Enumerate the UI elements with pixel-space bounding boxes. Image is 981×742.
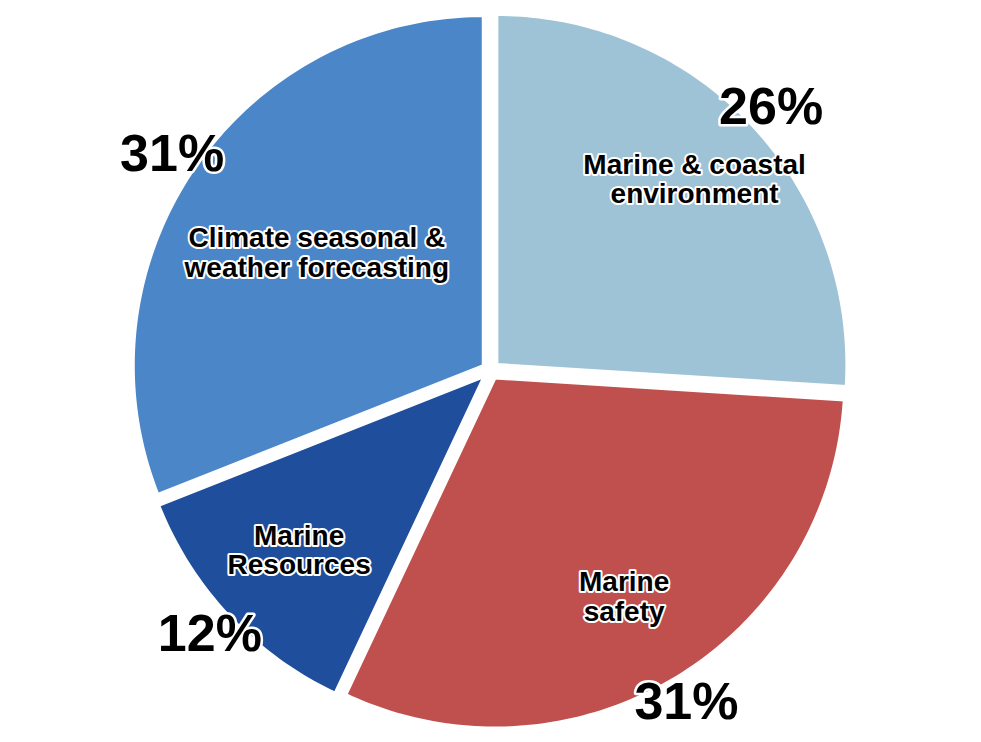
svg-text:31%: 31% [634, 672, 738, 730]
svg-text:MarineResources: MarineResources [228, 520, 371, 580]
svg-text:31%: 31% [120, 124, 224, 182]
svg-text:12%: 12% [158, 604, 262, 662]
svg-text:Marine & coastalenvironment: Marine & coastalenvironment [583, 149, 806, 209]
svg-text:26%: 26% [719, 77, 823, 135]
svg-text:Marinesafety: Marinesafety [579, 566, 669, 626]
svg-text:Climate seasonal &weather fore: Climate seasonal &weather forecasting [184, 222, 450, 282]
